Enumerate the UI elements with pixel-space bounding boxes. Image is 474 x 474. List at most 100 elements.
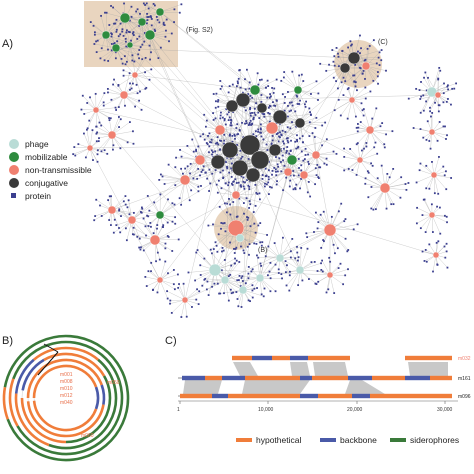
protein-node [383,143,386,146]
protein-node [428,140,431,142]
protein-node [296,140,299,143]
plasmid-node-phage [255,273,265,283]
protein-node [265,175,267,177]
protein-node [288,185,291,188]
protein-node [330,215,333,218]
protein-node [92,159,94,161]
protein-node [112,6,114,9]
protein-node [219,171,222,174]
protein-node [268,112,271,115]
protein-node [291,70,294,73]
protein-node [217,233,220,236]
protein-node [86,127,89,130]
network-edge [214,269,331,276]
protein-node [122,74,125,77]
protein-node [132,130,134,133]
protein-node [423,76,425,79]
protein-node [290,101,293,104]
protein-node [109,117,112,120]
protein-node [251,268,254,271]
protein-node [249,112,252,115]
protein-node [94,215,97,217]
protein-node [333,64,336,67]
protein-node [121,62,124,65]
protein-node [115,224,118,227]
protein-node [388,176,391,179]
protein-node [325,69,328,72]
protein-node [322,239,325,241]
protein-node [224,123,227,126]
protein-node [445,250,448,253]
protein-node [333,109,336,112]
protein-node [121,28,124,31]
protein-node [442,92,445,95]
protein-node [242,176,245,179]
protein-node [283,71,286,73]
protein-node [283,102,286,104]
protein-node [455,82,458,85]
protein-node [164,260,167,263]
protein-node [282,236,284,239]
protein-edge [132,55,136,76]
protein-node [424,71,427,74]
protein-node [385,69,387,72]
protein-node [300,247,303,249]
protein-node [283,164,286,167]
protein-node [223,259,226,261]
protein-node [117,84,120,87]
protein-node [347,87,350,89]
protein-node [147,215,150,218]
protein-node [179,148,181,151]
protein-node [255,135,258,138]
protein-node [288,289,291,292]
protein-node [158,258,161,261]
protein-node [429,106,431,109]
protein-node [249,108,251,111]
protein-node [253,287,256,290]
protein-node [199,135,202,138]
protein-node [92,24,95,27]
protein-node [110,43,113,45]
protein-node [445,242,448,245]
protein-node [357,50,359,53]
network-edge [242,94,439,101]
protein-node [252,133,255,136]
protein-node [217,179,220,182]
protein-node [306,191,309,194]
protein-node [321,124,324,127]
protein-node [172,283,175,286]
protein-node [294,257,297,260]
protein-node [149,222,152,224]
protein-node [334,252,336,255]
protein-node [438,206,441,209]
protein-node [281,93,284,96]
protein-node [204,125,207,128]
protein-node [158,178,161,181]
protein-node [233,262,236,265]
protein-edge [95,107,116,111]
protein-node [315,283,318,285]
protein-node [267,181,270,184]
protein-node [81,94,84,97]
protein-node [224,230,227,233]
protein-node [103,59,106,62]
plasmid-node-mobilizable [101,30,111,40]
gene-legend: hypothetical backbone siderophores [236,435,459,445]
plasmid-node-mobilizable [144,29,156,41]
synteny-block-4 [183,380,222,394]
plasmid-node-non-transmissible [107,130,117,140]
protein-node [295,147,298,150]
protein-node [185,315,188,318]
protein-node [260,128,262,131]
plasmid-node-mobilizable [119,12,131,24]
protein-node [325,157,328,160]
protein-node [142,217,145,220]
protein-node [354,115,357,118]
protein-node [299,187,301,190]
protein-node [380,164,383,167]
protein-node [337,65,340,68]
protein-node [282,140,285,143]
protein-node [260,293,263,296]
protein-node [195,148,197,151]
